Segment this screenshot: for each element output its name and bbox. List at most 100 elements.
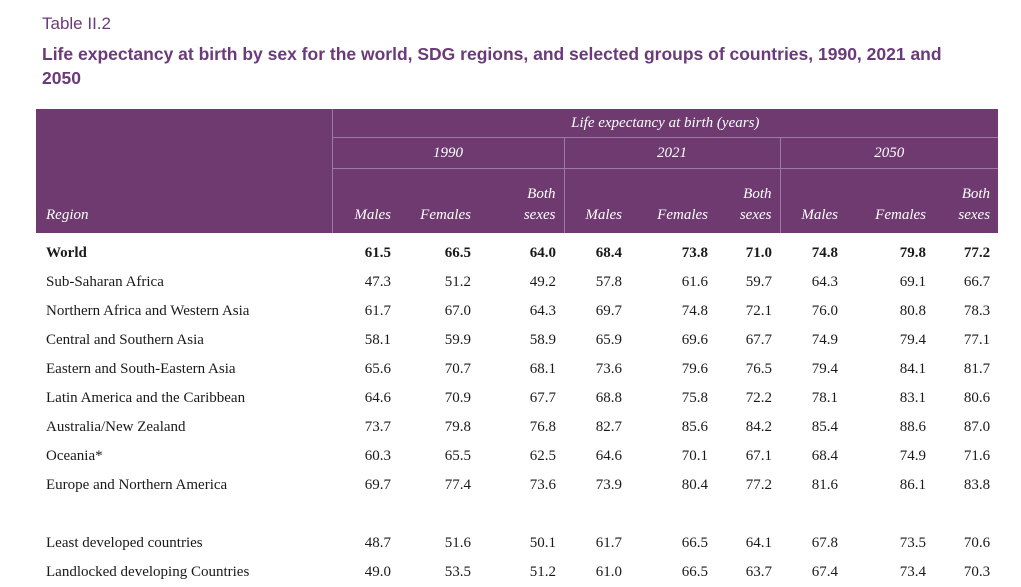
region-name: Eastern and South-Eastern Asia	[46, 361, 236, 377]
header-blank	[36, 109, 332, 138]
region-name: Sub-Saharan Africa	[46, 274, 164, 290]
header-year-2021: 2021	[563, 137, 780, 169]
value-cell: 76.0	[811, 303, 838, 319]
value-cell: 79.4	[899, 332, 926, 348]
header-both-sexes: Both sexes	[739, 186, 772, 223]
value-cell: 71.0	[745, 245, 772, 261]
region-name: Landlocked developing Countries	[46, 564, 250, 580]
header-females: Females	[657, 207, 708, 223]
value-cell: 85.4	[811, 419, 838, 435]
value-cell: 51.6	[444, 535, 471, 551]
value-cell: 65.9	[595, 332, 622, 348]
value-cell: 48.7	[364, 535, 391, 551]
value-cell: 79.6	[681, 361, 708, 377]
table-body: World 61.5 66.5 64.0 68.4 73.8 71.0 74.8 79.8 77.…	[36, 233, 998, 587]
region-name: Least developed countries	[46, 535, 203, 551]
table-title: Life expectancy at birth by sex for the …	[42, 44, 942, 88]
value-cell: 74.8	[811, 245, 838, 261]
value-cell: 73.6	[529, 477, 556, 493]
value-cell: 79.4	[811, 361, 838, 377]
region-name: Australia/New Zealand	[46, 419, 186, 435]
spacer-cell	[36, 500, 998, 529]
table-caption: Table II.2	[42, 14, 111, 33]
value-cell: 79.8	[899, 245, 926, 261]
table-row: World 61.5 66.5 64.0 68.4 73.8 71.0 74.8 79.8 77.…	[36, 233, 998, 268]
value-cell: 74.9	[899, 448, 926, 464]
header-both-sexes: Both sexes	[958, 186, 991, 223]
header-females: Females	[875, 207, 926, 223]
life-expectancy-table: Life expectancy at birth (years) 1990 20…	[36, 109, 999, 587]
spacer-row	[36, 500, 998, 529]
header-row-sexes: Region Males Females Both sexes Males Fem…	[36, 168, 999, 233]
value-cell: 63.7	[745, 564, 772, 580]
header-row-years: 1990 2021 2050	[36, 137, 999, 169]
value-cell: 70.9	[444, 390, 471, 406]
value-cell: 64.3	[529, 303, 556, 319]
value-cell: 49.0	[364, 564, 391, 580]
region-name: Oceania*	[46, 448, 103, 464]
region-name: Northern Africa and Western Asia	[46, 303, 250, 319]
header-males: Males	[331, 168, 399, 233]
value-cell: 70.1	[681, 448, 708, 464]
value-cell: 73.8	[681, 245, 708, 261]
value-cell: 61.0	[595, 564, 622, 580]
value-cell: 86.1	[899, 477, 926, 493]
value-cell: 79.8	[444, 419, 471, 435]
value-cell: 77.2	[745, 477, 772, 493]
value-cell: 58.9	[529, 332, 556, 348]
value-cell: 83.8	[963, 477, 991, 493]
value-cell: 62.5	[529, 448, 556, 464]
value-cell: 81.7	[963, 361, 991, 377]
value-cell: 61.5	[364, 245, 391, 261]
value-cell: 57.8	[595, 274, 622, 290]
value-cell: 64.6	[364, 390, 391, 406]
value-cell: 77.4	[444, 477, 471, 493]
value-cell: 67.7	[745, 332, 772, 348]
value-cell: 61.7	[595, 535, 622, 551]
value-cell: 69.6	[681, 332, 708, 348]
region-name: World	[46, 245, 87, 261]
value-cell: 67.7	[529, 390, 556, 406]
value-cell: 69.7	[364, 477, 391, 493]
value-cell: 51.2	[444, 274, 471, 290]
region-name: Latin America and the Caribbean	[46, 390, 246, 406]
value-cell: 77.1	[963, 332, 991, 348]
value-cell: 73.7	[364, 419, 391, 435]
value-cell: 64.6	[595, 448, 622, 464]
header-region: Region	[46, 207, 89, 223]
value-cell: 70.7	[444, 361, 471, 377]
header-year-2050: 2050	[779, 137, 999, 169]
table-row: Latin America and the Caribbean 64.6 70.9 6…	[36, 384, 998, 413]
value-cell: 70.3	[963, 564, 991, 580]
value-cell: 50.1	[529, 535, 556, 551]
header-year-1990: 1990	[331, 137, 564, 169]
value-cell: 58.1	[364, 332, 391, 348]
value-cell: 68.4	[595, 245, 622, 261]
value-cell: 87.0	[963, 419, 991, 435]
value-cell: 77.2	[963, 245, 991, 261]
value-cell: 64.0	[529, 245, 556, 261]
value-cell: 73.5	[899, 535, 926, 551]
value-cell: 74.8	[681, 303, 708, 319]
value-cell: 75.8	[681, 390, 708, 406]
value-cell: 51.2	[529, 564, 556, 580]
table-row: Landlocked developing Countries 49.0 53.5 5…	[36, 558, 998, 587]
header-both-sexes: Both sexes	[523, 186, 556, 223]
value-cell: 73.4	[899, 564, 926, 580]
value-cell: 60.3	[364, 448, 391, 464]
value-cell: 49.2	[529, 274, 556, 290]
value-cell: 88.6	[899, 419, 926, 435]
value-cell: 84.2	[745, 419, 772, 435]
header-males: Males	[779, 168, 846, 233]
value-cell: 80.6	[963, 390, 991, 406]
value-cell: 68.1	[529, 361, 556, 377]
value-cell: 73.6	[595, 361, 622, 377]
value-cell: 67.0	[444, 303, 471, 319]
value-cell: 83.1	[899, 390, 926, 406]
value-cell: 66.5	[444, 245, 471, 261]
value-cell: 85.6	[681, 419, 708, 435]
table-row: Eastern and South-Eastern Asia 65.6 70.7 68…	[36, 355, 998, 384]
value-cell: 66.5	[681, 564, 708, 580]
header-group-label: Life expectancy at birth (years)	[331, 109, 999, 138]
value-cell: 72.2	[745, 390, 772, 406]
